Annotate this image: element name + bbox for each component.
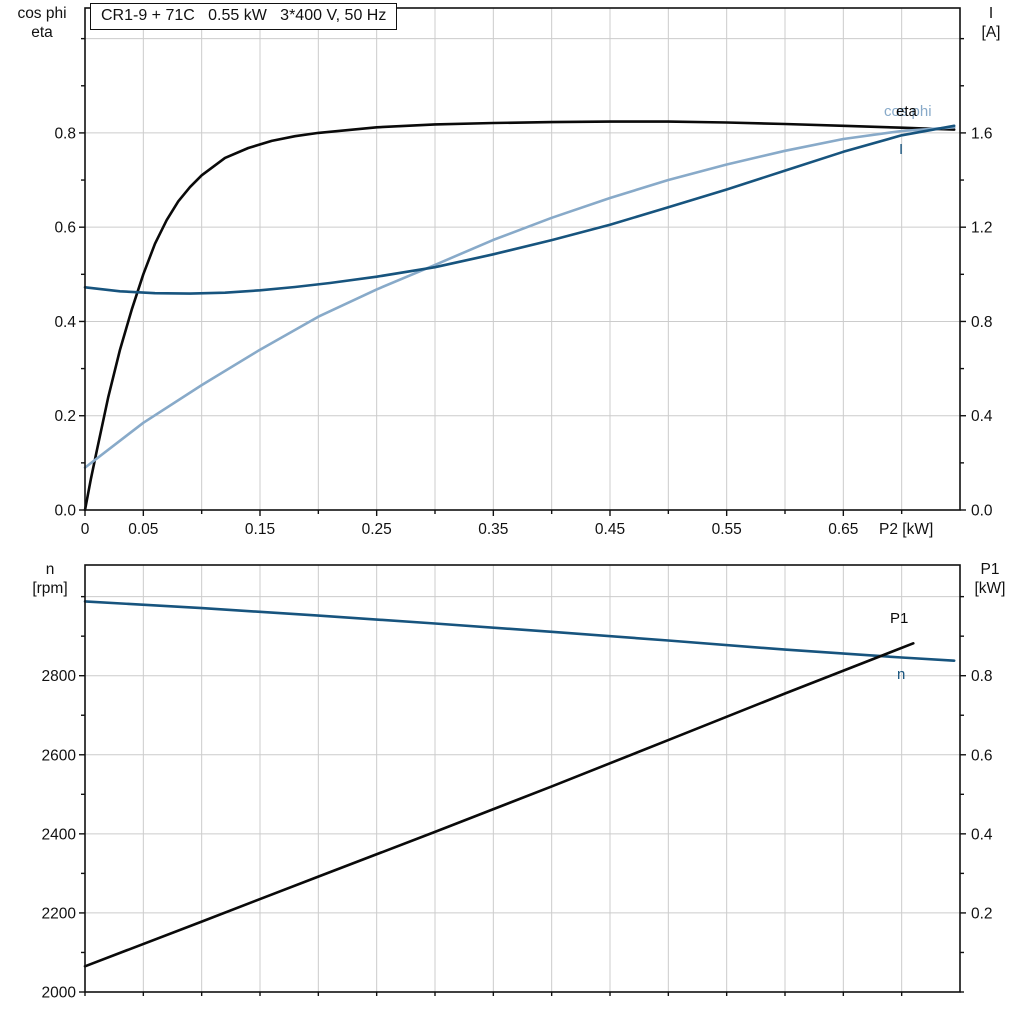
bottom-right-axis-header: P1 [kW] [960,560,1020,598]
x-tick-label: 0.65 [828,521,858,538]
curve-label-cos-phi: cos phi [884,103,932,120]
y-right-tick-label: 0.0 [971,503,993,520]
x-axis-label-p2: P2 [kW] [879,521,934,538]
y-left-tick-label: 0.8 [54,125,76,142]
curve-label-p1: P1 [890,610,909,627]
speed-axis-title: n [45,561,55,578]
series-n-curve [83,600,956,663]
y-right-tick-label: 0.6 [971,747,993,764]
y-left-tick-label: 2000 [42,985,77,1002]
y-left-tick-label: 2200 [42,905,77,922]
x-tick-label: 0.05 [128,521,158,538]
series-P1-curve [83,641,915,968]
cos-phi-axis-title: cos phi [17,5,67,22]
y-right-tick-label: 0.4 [971,826,993,843]
current-axis-title: I [988,5,994,22]
top-left-axis-header: cos phi eta [2,4,82,42]
x-tick-label: 0.35 [478,521,508,538]
y-left-tick-label: 2800 [42,668,77,685]
eta-axis-title: eta [31,24,53,41]
y-right-tick-label: 1.6 [971,125,993,142]
x-tick-label: 0.25 [362,521,392,538]
y-right-tick-label: 0.2 [971,905,993,922]
speed-axis-unit: [rpm] [32,580,68,597]
y-right-tick-label: 0.8 [971,314,993,331]
bottom-left-axis-header: n [rpm] [14,560,86,598]
p1-axis-title: P1 [980,561,1000,578]
y-left-tick-label: 2400 [42,826,77,843]
curve-label-current: I [899,141,904,158]
chart-title-box: CR1-9 + 71C 0.55 kW 3*400 V, 50 Hz [90,3,398,30]
plot-frame [84,564,961,993]
x-tick-label: 0 [81,521,90,538]
y-left-tick-label: 0.6 [54,220,76,237]
series-cos-phi-curve [83,126,956,469]
y-left-tick-label: 0.0 [54,503,76,520]
curve-label-n: n [897,666,906,683]
y-right-tick-label: 0.8 [971,668,993,685]
current-axis-unit: [A] [981,24,1001,41]
x-tick-label: 0.45 [595,521,625,538]
p1-axis-unit: [kW] [974,580,1006,597]
x-tick-label: 0.15 [245,521,275,538]
y-left-tick-label: 0.4 [54,314,76,331]
y-right-tick-label: 1.2 [971,220,993,237]
top-right-axis-header: I [A] [962,4,1020,42]
y-right-tick-label: 0.4 [971,408,993,425]
curve-label-eta: eta [896,103,917,120]
series-eta-curve [83,120,956,512]
y-left-tick-label: 0.2 [54,408,76,425]
plot-frame [84,7,961,511]
x-tick-label: 0.55 [712,521,742,538]
series-I-curve [83,124,956,295]
y-left-tick-label: 2600 [42,747,77,764]
